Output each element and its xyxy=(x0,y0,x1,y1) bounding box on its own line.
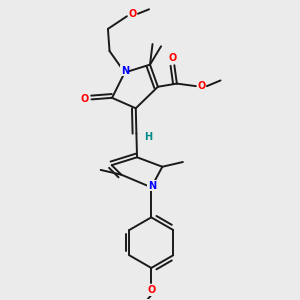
Text: N: N xyxy=(121,66,129,76)
Text: O: O xyxy=(128,9,137,19)
Text: O: O xyxy=(80,94,89,104)
Text: O: O xyxy=(147,285,155,295)
Text: O: O xyxy=(197,81,206,91)
Text: H: H xyxy=(144,132,152,142)
Text: O: O xyxy=(169,53,177,63)
Text: N: N xyxy=(148,181,156,191)
